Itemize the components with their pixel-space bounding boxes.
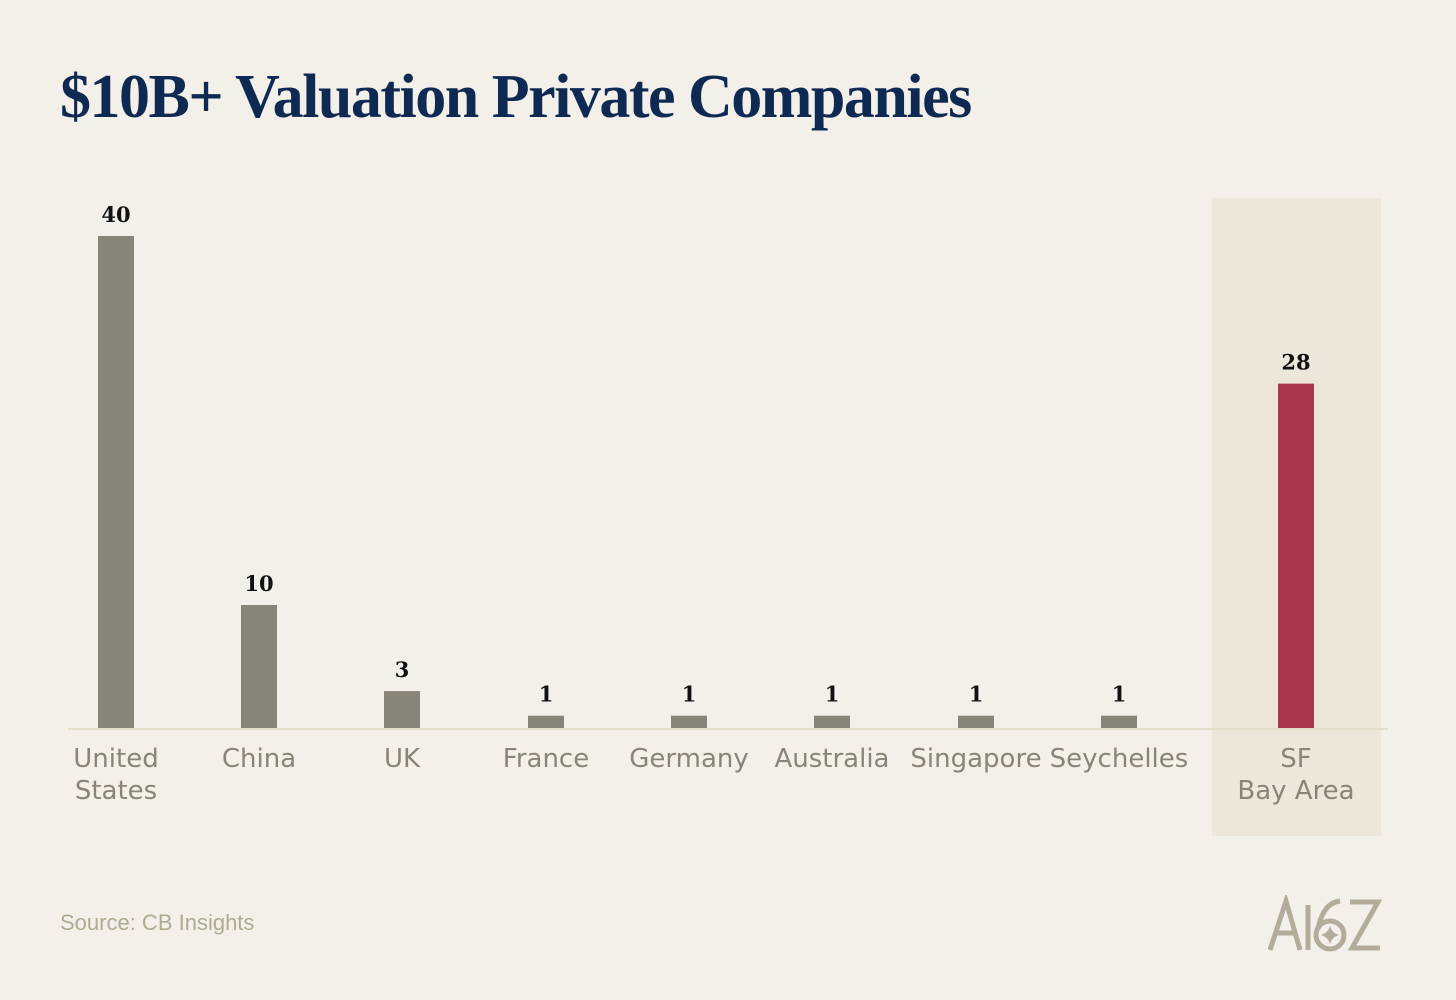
value-label-8: 28: [1281, 350, 1310, 375]
bar-5: [814, 715, 850, 728]
bar-4: [671, 715, 707, 728]
bar-7: [1101, 715, 1137, 728]
value-label-4: 1: [682, 682, 697, 707]
chart-title: $10B+ Valuation Private Companies: [60, 63, 972, 131]
a16z-logo: [1268, 895, 1383, 952]
category-label-1: China: [222, 744, 296, 774]
category-label-8: Bay Area: [1237, 776, 1354, 806]
category-label-4: Germany: [629, 744, 749, 774]
bar-0: [98, 236, 134, 728]
category-label-5: Australia: [774, 744, 889, 774]
value-label-1: 10: [244, 571, 273, 596]
bar-2: [384, 691, 420, 728]
bar-8: [1278, 383, 1314, 728]
value-label-7: 1: [1112, 682, 1127, 707]
value-label-5: 1: [825, 682, 840, 707]
value-label-2: 3: [395, 657, 410, 682]
bar-3: [528, 715, 564, 728]
category-label-0: United: [73, 744, 158, 774]
category-label-8: SF: [1280, 744, 1311, 774]
value-label-6: 1: [969, 682, 984, 707]
category-label-0: States: [75, 776, 157, 806]
category-label-3: France: [503, 744, 589, 774]
bar-1: [241, 605, 277, 728]
category-label-7: Seychelles: [1050, 744, 1189, 774]
category-label-2: UK: [384, 744, 421, 774]
value-label-3: 1: [539, 682, 554, 707]
category-label-6: Singapore: [910, 744, 1041, 774]
value-label-0: 40: [101, 202, 130, 227]
source-note: Source: CB Insights: [60, 910, 255, 935]
bar-6: [958, 715, 994, 728]
